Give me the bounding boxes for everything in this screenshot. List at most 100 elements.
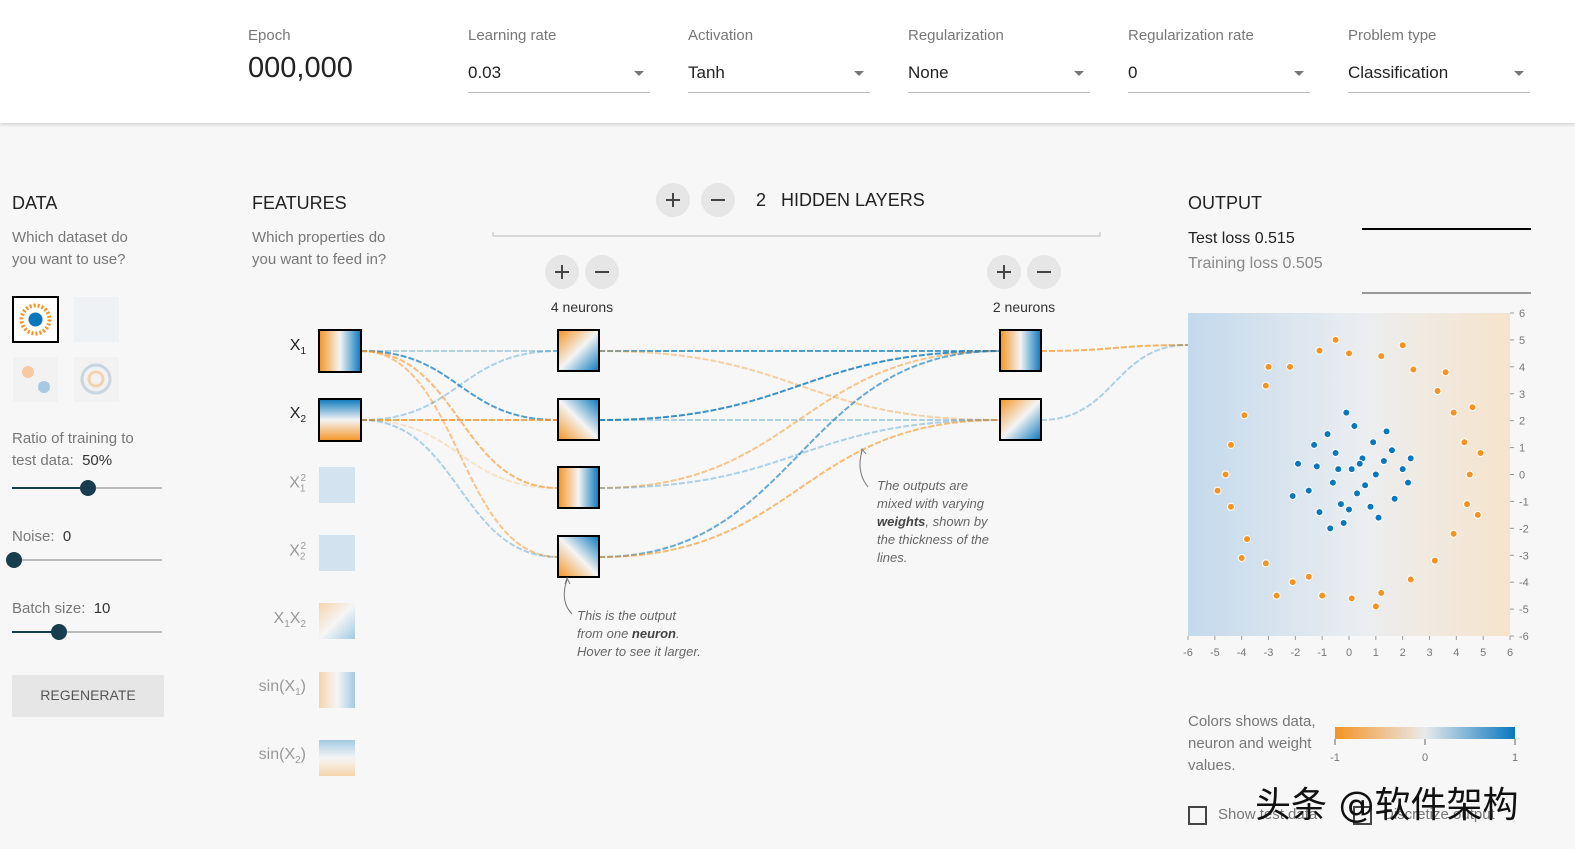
y-tick-label: -1 xyxy=(1519,496,1529,508)
link xyxy=(360,419,559,489)
point xyxy=(1345,505,1353,514)
prompt: Which properties do you want to feed in? xyxy=(252,229,387,268)
point xyxy=(1476,448,1485,457)
t: 1 xyxy=(299,483,306,495)
point xyxy=(1288,578,1297,587)
point xyxy=(1226,502,1235,511)
neuron[interactable] xyxy=(557,398,600,441)
dropdown-label: Regularization rate xyxy=(1128,27,1254,44)
regenerate-button[interactable] xyxy=(12,675,164,717)
t: 1 xyxy=(284,619,290,631)
link xyxy=(360,419,559,558)
y-tick-label: 5 xyxy=(1519,335,1525,347)
noise-label: Noise: xyxy=(12,528,55,545)
point xyxy=(1347,594,1356,603)
slider-thumb[interactable] xyxy=(51,624,67,640)
point xyxy=(1312,462,1321,471)
noise: Noise: 0 xyxy=(12,526,71,548)
point xyxy=(1468,403,1477,412)
feature-label: X12 xyxy=(246,473,306,495)
x-tick-label: -6 xyxy=(1183,647,1193,659)
y-tick-label: -3 xyxy=(1519,550,1529,562)
neuron[interactable] xyxy=(999,329,1042,372)
t: X xyxy=(289,337,301,354)
dataset-xor[interactable] xyxy=(74,297,119,342)
point xyxy=(1463,500,1472,509)
colorbar-label: 0 xyxy=(1422,752,1428,764)
dropdown[interactable]: Activation Tanh xyxy=(688,0,870,93)
t: neuron xyxy=(631,626,676,641)
link xyxy=(598,350,1001,558)
dropdown[interactable]: Learning rate 0.03 xyxy=(468,0,650,93)
point xyxy=(1377,588,1386,597)
feature-node[interactable] xyxy=(319,740,355,776)
neuron[interactable] xyxy=(557,466,600,509)
links xyxy=(360,344,1189,558)
x-tick-label: -2 xyxy=(1290,647,1300,659)
point xyxy=(1460,438,1469,447)
point xyxy=(1398,341,1407,350)
thumb-spiral xyxy=(80,363,112,395)
feature-label: X22 xyxy=(246,541,306,563)
point xyxy=(1339,518,1348,527)
neuron[interactable] xyxy=(557,329,600,372)
feature-node[interactable] xyxy=(318,329,362,373)
point xyxy=(1350,422,1359,431)
feature-node[interactable] xyxy=(319,603,355,639)
x-tick-label: 1 xyxy=(1373,647,1379,659)
t: X xyxy=(289,542,300,560)
test-loss: Test loss 0.515 xyxy=(1188,230,1295,247)
dropdown[interactable]: Regularization None xyxy=(908,0,1090,93)
dataset-gauss[interactable] xyxy=(13,357,58,402)
neuron[interactable] xyxy=(999,398,1042,441)
point xyxy=(1366,502,1375,511)
dropdown[interactable]: Regularization rate 0 xyxy=(1128,0,1310,93)
section-title: DATA xyxy=(12,193,58,213)
point xyxy=(1353,489,1362,498)
y-tick-label: -4 xyxy=(1519,577,1529,589)
y-tick-label: 1 xyxy=(1519,443,1525,455)
point xyxy=(1371,602,1380,611)
point xyxy=(1404,478,1413,487)
thumb-blob xyxy=(38,381,50,393)
point xyxy=(1315,508,1324,517)
ratio-value: 50% xyxy=(82,452,113,469)
point xyxy=(1285,362,1294,371)
t: X xyxy=(289,474,300,492)
feature-node[interactable] xyxy=(318,398,362,442)
t: X xyxy=(289,610,301,627)
epoch-label: Epoch xyxy=(248,27,291,44)
annotation-arrows xyxy=(563,447,869,615)
checkbox-label: Discretize output xyxy=(1383,806,1495,823)
x-tick-label: -4 xyxy=(1237,647,1247,659)
t: This is the output from one xyxy=(577,608,676,641)
section-title: OUTPUT xyxy=(1188,193,1262,213)
feature-node[interactable] xyxy=(319,535,355,571)
checkbox[interactable] xyxy=(1188,806,1207,825)
y-tick-label: 3 xyxy=(1519,389,1525,401)
t: X xyxy=(289,405,301,422)
feature-node[interactable] xyxy=(319,467,355,503)
checkbox[interactable] xyxy=(1353,806,1372,825)
layer-count: 2 xyxy=(756,190,767,210)
dropdown[interactable]: Problem type Classification xyxy=(1348,0,1530,93)
t: The outputs are mixed with varying xyxy=(877,478,984,511)
dropdown-label: Regularization xyxy=(908,27,1004,44)
point xyxy=(1465,470,1474,479)
x-tick-label: 3 xyxy=(1426,647,1432,659)
t: 2 xyxy=(300,619,306,631)
point xyxy=(1288,492,1297,501)
slider-thumb[interactable] xyxy=(80,480,96,496)
annotation: The outputs are mixed with varying weigh… xyxy=(877,477,1002,567)
neuron-count: 2 neurons xyxy=(992,299,1056,315)
neuron[interactable] xyxy=(557,535,600,578)
x-tick-label: 0 xyxy=(1346,647,1352,659)
t: weights xyxy=(877,514,926,529)
slider-thumb[interactable] xyxy=(6,552,22,568)
link xyxy=(360,350,559,558)
feature-node[interactable] xyxy=(319,672,355,708)
batch-value: 10 xyxy=(93,600,111,617)
t: sin(X xyxy=(258,746,296,763)
colorbar-ticks: -1 0 1 xyxy=(1330,739,1518,764)
point xyxy=(1382,427,1391,436)
